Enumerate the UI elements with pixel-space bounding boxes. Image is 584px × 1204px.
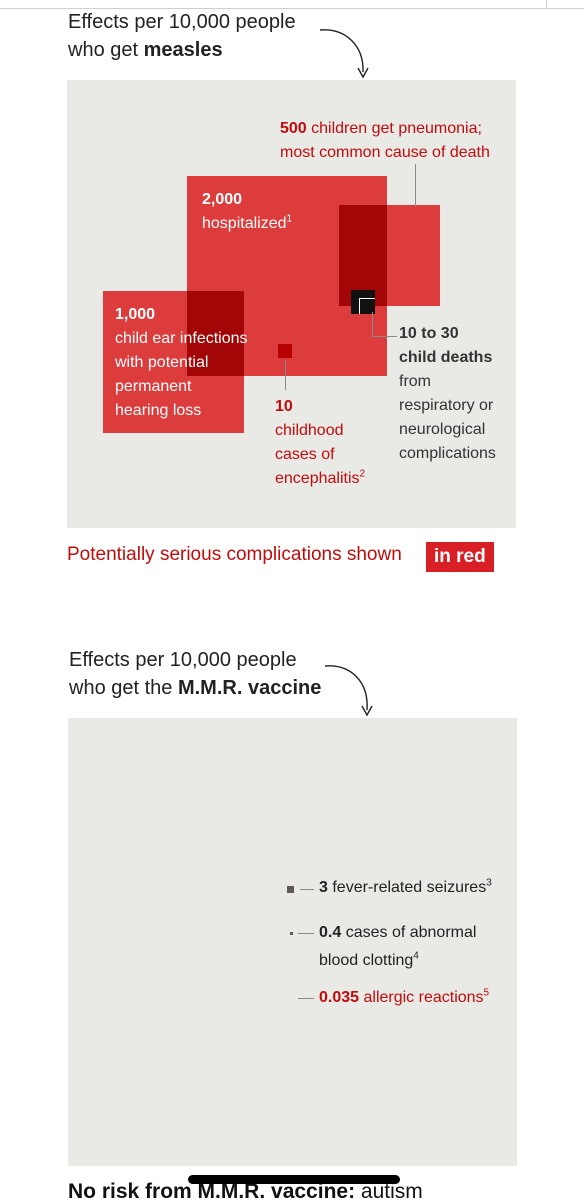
pneumonia-label: 500 children get pneumonia; most common …: [280, 117, 490, 165]
deaths-leader-v: [372, 312, 373, 336]
pneumonia-text-line2: most common cause of death: [280, 144, 490, 161]
pneumonia-value: 500: [280, 120, 307, 137]
seizures-label: 3 fever-related seizures3: [319, 876, 492, 900]
encephalitis-leader: [285, 360, 286, 390]
vaccine-heading-line2: who get the M.M.R. vaccine: [69, 674, 321, 702]
pneumonia-leader: [415, 164, 416, 207]
clotting-leader: [298, 933, 314, 934]
seizures-footnote: 3: [486, 877, 492, 889]
allergic-label: 0.035 allergic reactions5: [319, 986, 489, 1010]
deaths-line: complications: [399, 445, 496, 462]
measles-heading: Effects per 10,000 people who get measle…: [68, 8, 296, 64]
encephalitis-value: 10: [275, 398, 293, 415]
deaths-leader-h: [372, 336, 397, 337]
hospitalized-footnote: 1: [286, 213, 293, 225]
deaths-square-outline: [359, 298, 375, 314]
seizures-square: [287, 886, 294, 893]
ear-infections-line: with potential: [115, 354, 209, 371]
deaths-line: from: [399, 373, 431, 390]
legend-red-box: in red: [426, 542, 494, 572]
measles-heading-prefix: who get: [68, 39, 144, 61]
vaccine-heading-line1: Effects per 10,000 people: [69, 649, 297, 671]
top-divider-tick: [546, 0, 547, 8]
hospitalized-pneumonia-overlap: [339, 205, 387, 306]
encephalitis-line: encephalitis: [275, 470, 360, 487]
measles-panel: [67, 80, 516, 528]
allergic-footnote: 5: [483, 987, 490, 999]
allergic-leader: [298, 998, 314, 999]
clotting-footnote: 4: [413, 950, 419, 962]
vaccine-panel: [68, 718, 517, 1166]
encephalitis-line: cases of: [275, 446, 335, 463]
legend-text: Potentially serious complications shown: [67, 544, 402, 565]
footer-text: No risk from M.M.R. vaccine: autism: [68, 1180, 423, 1204]
measles-heading-line2: who get measles: [68, 36, 296, 64]
ear-infections-line: permanent: [115, 378, 192, 395]
deaths-line: respiratory or: [399, 397, 494, 414]
top-divider: [0, 0, 584, 9]
ear-infections-line: child ear infections: [115, 330, 248, 347]
vaccine-heading-bold: M.M.R. vaccine: [177, 677, 322, 699]
encephalitis-line: childhood: [275, 422, 344, 439]
encephalitis-label: 10 childhood cases of encephalitis2: [275, 395, 365, 491]
measles-heading-bold: measles: [143, 39, 223, 61]
deaths-label: 10 to 30 child deaths from respiratory o…: [399, 322, 496, 466]
clotting-text-line2: blood clotting: [319, 952, 414, 969]
deaths-line: neurological: [399, 421, 486, 438]
ear-infections-value: 1,000: [115, 306, 156, 323]
hospitalized-text: hospitalized: [202, 215, 287, 232]
clotting-value: 0.4: [319, 924, 342, 941]
hospitalized-label: 2,000 hospitalized1: [202, 188, 292, 236]
deaths-value-line1: 10 to 30: [399, 325, 459, 342]
redaction-bar: [188, 1175, 400, 1184]
allergic-text: allergic reactions: [359, 989, 484, 1006]
hospitalized-value: 2,000: [202, 191, 243, 208]
ear-infections-line: hearing loss: [115, 402, 202, 419]
footer-bold: No risk from M.M.R. vaccine:: [68, 1180, 356, 1203]
encephalitis-square: [278, 344, 292, 358]
pneumonia-text-line1: children get pneumonia;: [306, 120, 482, 137]
measles-heading-line1: Effects per 10,000 people: [68, 11, 296, 33]
deaths-value-line2: child deaths: [399, 349, 493, 366]
clotting-text-line1: cases of abnormal: [341, 924, 477, 941]
vaccine-heading-prefix: who get the: [69, 677, 178, 699]
seizures-text: fever-related seizures: [327, 879, 487, 896]
seizures-value: 3: [319, 879, 328, 896]
deaths-square: [351, 290, 375, 314]
vaccine-heading: Effects per 10,000 people who get the M.…: [69, 646, 321, 702]
measles-arrow-icon: [319, 29, 369, 79]
seizures-leader: [300, 889, 314, 890]
encephalitis-footnote: 2: [359, 468, 366, 480]
ear-infections-label: 1,000 child ear infections with potentia…: [115, 303, 248, 423]
clotting-label: 0.4 cases of abnormal blood clotting4: [319, 921, 476, 973]
footer-rest: autism: [355, 1180, 423, 1203]
vaccine-arrow-icon: [324, 665, 373, 717]
allergic-value: 0.035: [319, 989, 360, 1006]
hospitalized-ear-overlap: [187, 291, 244, 376]
clotting-square: [290, 932, 293, 935]
